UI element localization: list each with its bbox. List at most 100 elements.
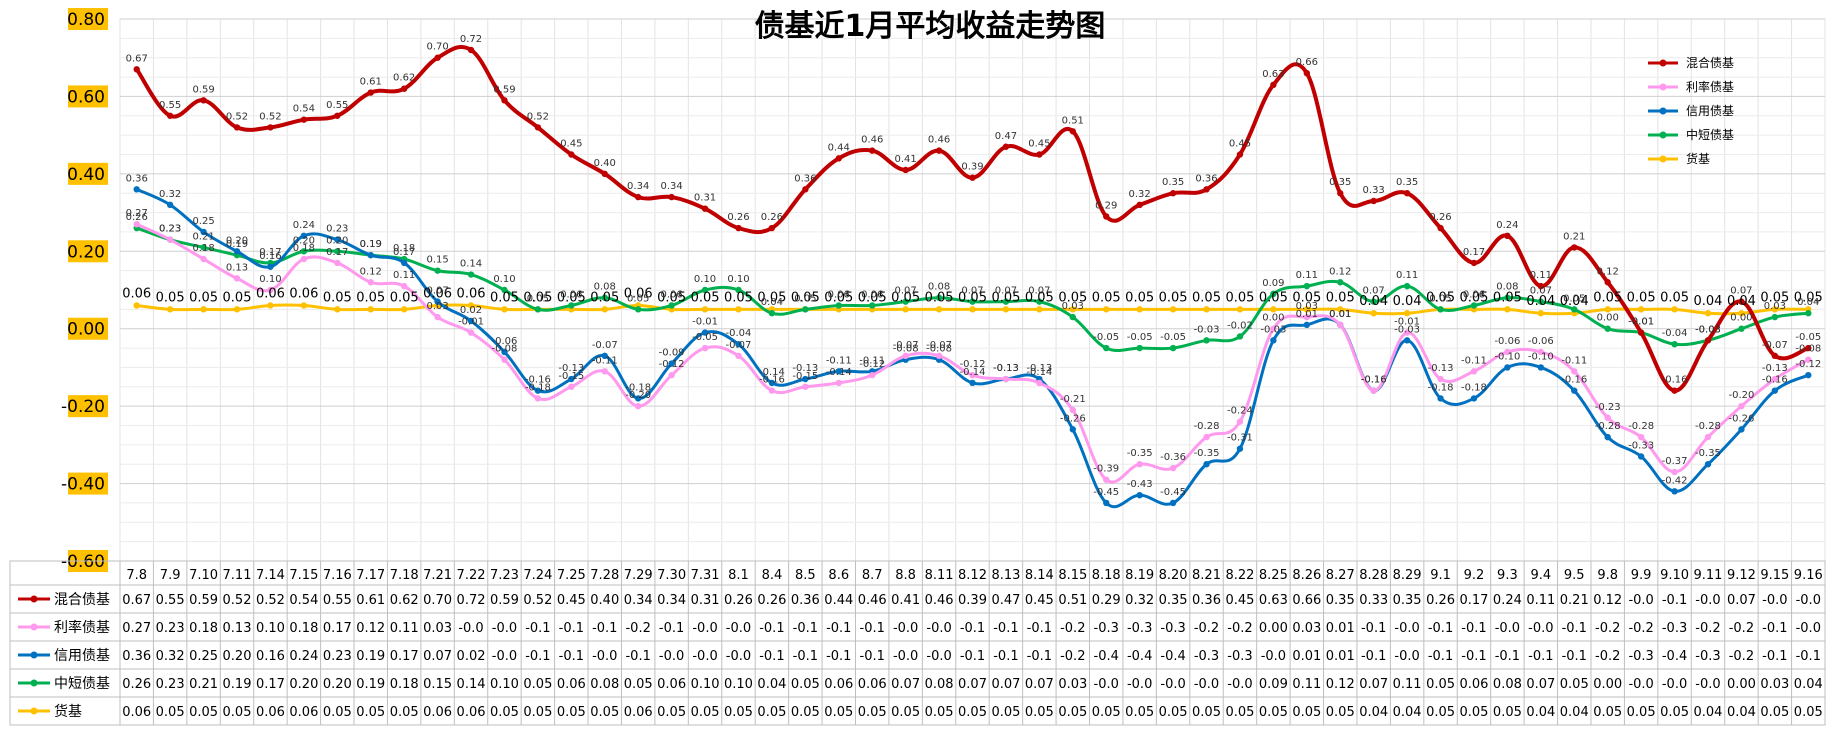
data-label: 0.45 bbox=[1028, 139, 1050, 150]
table-cell: -0.1 bbox=[793, 649, 818, 664]
data-label: 0.05 bbox=[657, 290, 686, 305]
table-cell: -0.0 bbox=[1662, 677, 1687, 692]
table-cell: -0.0 bbox=[1796, 621, 1821, 636]
table-cell: 0.55 bbox=[156, 593, 185, 608]
data-point bbox=[869, 371, 876, 379]
data-point bbox=[1470, 368, 1478, 375]
table-cell: -0.1 bbox=[826, 649, 851, 664]
data-point bbox=[1771, 352, 1779, 360]
data-point bbox=[166, 236, 174, 243]
table-cell: -0.1 bbox=[1027, 649, 1052, 664]
data-label: 0.19 bbox=[360, 239, 382, 250]
data-label: 0.11 bbox=[1296, 270, 1318, 281]
data-label: 0.05 bbox=[1092, 290, 1121, 305]
data-label: -0.39 bbox=[1093, 464, 1119, 475]
y-tick-highlight bbox=[68, 317, 108, 340]
table-cell: 0.14 bbox=[457, 677, 486, 692]
data-label: 0.05 bbox=[891, 290, 920, 305]
data-label: 0.19 bbox=[360, 239, 382, 250]
data-label: 0.05 bbox=[794, 293, 816, 304]
data-label: -0.15 bbox=[792, 371, 818, 382]
data-label: 0.20 bbox=[226, 235, 248, 246]
x-tick-label: 9.11 bbox=[1694, 568, 1723, 583]
table-cell: -0.1 bbox=[826, 621, 851, 636]
data-label: 0.23 bbox=[326, 224, 348, 235]
x-tick-label: 9.8 bbox=[1597, 568, 1618, 583]
x-tick-label: 8.19 bbox=[1125, 568, 1154, 583]
y-axis-ticks: 0.80 0.60 0.40 0.20 0.00 -0.20 -0.40 -0.60 bbox=[61, 8, 108, 572]
data-label: 0.05 bbox=[156, 290, 185, 305]
table-cell: -0.1 bbox=[1428, 649, 1453, 664]
y-tick-highlight bbox=[68, 85, 108, 108]
table-cell: -0.2 bbox=[1628, 621, 1653, 636]
data-point bbox=[1470, 259, 1478, 267]
data-point bbox=[1604, 306, 1611, 313]
data-label: -0.43 bbox=[1127, 479, 1153, 490]
data-label: -0.08 bbox=[926, 344, 952, 355]
legend-label: 货基 bbox=[1686, 151, 1710, 166]
data-label: -0.26 bbox=[1728, 413, 1754, 424]
data-label: 0.39 bbox=[961, 162, 983, 173]
x-tick-label: 7.11 bbox=[223, 568, 252, 583]
data-point bbox=[1236, 445, 1244, 452]
data-label: 0.05 bbox=[791, 290, 820, 305]
data-label: -0.05 bbox=[692, 332, 718, 343]
table-cell: -0.0 bbox=[659, 649, 684, 664]
data-point bbox=[1537, 348, 1545, 356]
table-cell: -0.0 bbox=[1528, 621, 1553, 636]
data-label: 0.05 bbox=[356, 290, 385, 305]
table-cell: 0.27 bbox=[122, 621, 151, 636]
data-point bbox=[1002, 306, 1010, 313]
table-cell: 0.05 bbox=[1292, 705, 1321, 720]
table-cell: -0.0 bbox=[1695, 593, 1720, 608]
table-cell: -0.1 bbox=[1762, 621, 1787, 636]
table-cell: 0.08 bbox=[1493, 677, 1522, 692]
data-point bbox=[935, 147, 943, 154]
table-cell: 0.05 bbox=[1560, 677, 1589, 692]
data-point bbox=[1537, 282, 1545, 290]
data-label: 0.05 bbox=[958, 290, 987, 305]
data-label: 0.07 bbox=[426, 286, 448, 297]
table-cell: -0.1 bbox=[1428, 621, 1453, 636]
data-label: 0.04 bbox=[1727, 294, 1756, 309]
data-label: 0.05 bbox=[557, 290, 586, 305]
table-cell: -0.2 bbox=[1194, 621, 1219, 636]
data-label: 0.10 bbox=[694, 274, 716, 285]
data-label: 0.05 bbox=[627, 293, 649, 304]
data-label: -0.07 bbox=[1762, 340, 1788, 351]
legend-marker bbox=[1659, 59, 1667, 67]
y-tick-label: 0.20 bbox=[67, 242, 105, 262]
x-tick-label: 8.1 bbox=[728, 568, 749, 583]
data-point bbox=[1069, 306, 1076, 313]
data-point bbox=[568, 383, 575, 390]
data-label: -0.03 bbox=[1260, 324, 1286, 335]
table-cell: 0.05 bbox=[590, 705, 619, 720]
table-cell: 0.36 bbox=[1192, 593, 1221, 608]
table-cell: 0.06 bbox=[624, 705, 653, 720]
data-point bbox=[166, 306, 174, 313]
data-label: 0.03 bbox=[1296, 301, 1318, 312]
y-tick-label: -0.60 bbox=[61, 552, 105, 572]
data-point bbox=[233, 306, 241, 313]
table-cell: -0.4 bbox=[1662, 649, 1687, 664]
table-cell: -0.1 bbox=[860, 649, 885, 664]
data-point bbox=[501, 356, 508, 363]
table-cell: 0.05 bbox=[1159, 705, 1188, 720]
data-label: 0.36 bbox=[126, 173, 148, 184]
table-cell: -0.0 bbox=[1394, 621, 1419, 636]
y-tick-label: 0.80 bbox=[67, 10, 105, 30]
table-cell: 0.11 bbox=[390, 621, 419, 636]
data-label: 0.11 bbox=[393, 270, 415, 281]
data-point bbox=[601, 170, 608, 178]
table-cell: 0.07 bbox=[1025, 677, 1054, 692]
x-tick-label: 9.16 bbox=[1794, 568, 1823, 583]
data-label: -0.04 bbox=[1662, 328, 1688, 339]
series-line bbox=[135, 187, 1810, 509]
table-cell: -0.0 bbox=[1261, 649, 1286, 664]
data-label: 0.55 bbox=[326, 100, 348, 111]
y-tick-highlight bbox=[68, 472, 108, 495]
data-label: 0.12 bbox=[1329, 266, 1351, 277]
data-point bbox=[1203, 337, 1210, 344]
table-cell: 0.24 bbox=[289, 649, 318, 664]
data-point bbox=[1604, 279, 1611, 286]
